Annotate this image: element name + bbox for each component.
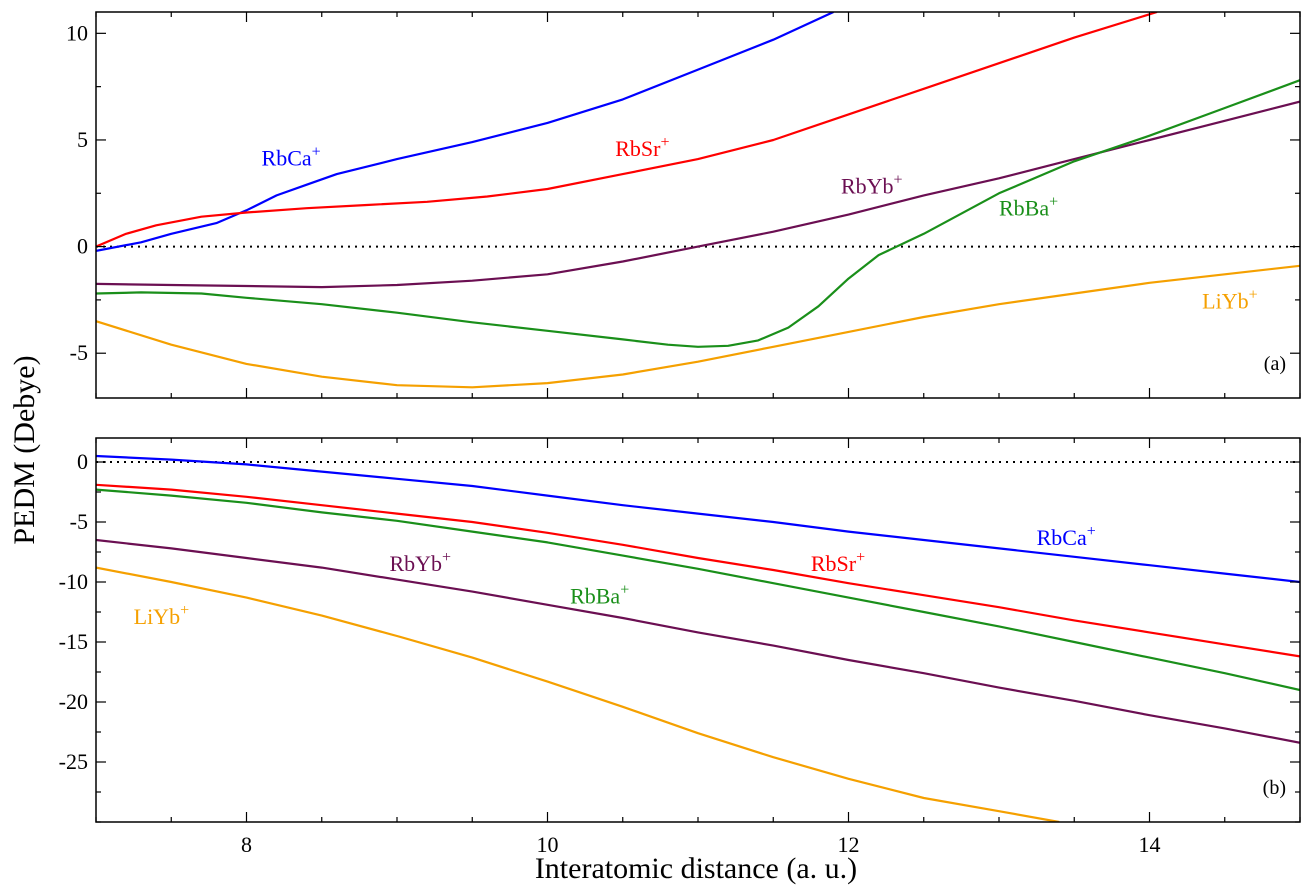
panel-a: -5 0 5 10 RbCa+ RbSr+ RbYb+ RbBa+ LiYb+ (a)	[66, 11, 1301, 399]
y-tick-label: 5	[77, 127, 88, 152]
series-group	[96, 454, 1300, 822]
series-group	[96, 12, 1300, 389]
y-tick-label: 0	[77, 234, 88, 259]
panel-label: (a)	[1264, 353, 1286, 375]
series-label-rbca: RbCa+	[1037, 523, 1096, 550]
series-line-rbyb	[96, 538, 1300, 744]
series-line-liyb	[96, 566, 1060, 822]
series-label-rbyb: RbYb+	[841, 171, 903, 198]
series-line-rbsr	[96, 483, 1300, 658]
panel-label: (b)	[1263, 777, 1286, 799]
y-tick-label: -5	[70, 509, 88, 534]
series-line-rbca	[96, 454, 1300, 584]
x-axis-label: Interatomic distance (a. u.)	[535, 852, 857, 885]
series-label-liyb: LiYb+	[1202, 286, 1257, 313]
series-line-liyb	[96, 264, 1300, 389]
y-tick-label: 10	[66, 20, 88, 45]
panel-b: 8 10 12 14 -25 -20 -15 -10 -5 0 RbCa+ RbSr+ RbBa+ RbY…	[59, 437, 1301, 857]
series-line-rbsr	[96, 12, 1158, 248]
series-label-rbba: RbBa+	[999, 194, 1058, 221]
x-tick-label: 8	[241, 832, 252, 857]
y-tick-label: 0	[77, 449, 88, 474]
x-tick-label: 10	[537, 832, 559, 857]
series-label-liyb: LiYb+	[134, 602, 189, 629]
y-tick-label: -20	[59, 689, 88, 714]
series-label-rbba: RbBa+	[570, 582, 629, 609]
series-label-rbsr: RbSr+	[811, 549, 865, 576]
y-tick-label: -10	[59, 569, 88, 594]
y-tick-label: -25	[59, 749, 88, 774]
y-tick-label: -5	[70, 340, 88, 365]
x-tick-label: 12	[838, 832, 860, 857]
series-label-rbca: RbCa+	[262, 144, 321, 171]
series-line-rbca	[96, 12, 834, 252]
series-label-rbyb: RbYb+	[389, 549, 451, 576]
y-tick-label: -15	[59, 629, 88, 654]
y-axis-label: PEDM (Debye)	[8, 355, 41, 544]
series-line-rbba	[96, 488, 1300, 692]
plot-frame	[95, 437, 1301, 823]
series-line-rbba	[96, 79, 1300, 348]
x-tick-label: 14	[1139, 832, 1161, 857]
series-label-rbsr: RbSr+	[615, 134, 669, 161]
